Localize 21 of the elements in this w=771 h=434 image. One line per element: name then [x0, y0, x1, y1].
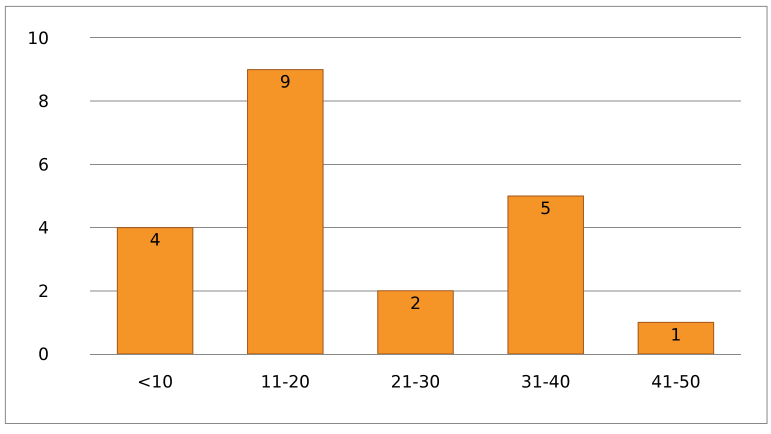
- bar: [638, 322, 714, 354]
- x-tick-label: 41-50: [651, 372, 701, 392]
- y-tick-label: 2: [38, 282, 49, 302]
- y-tick-label: 4: [38, 218, 49, 239]
- y-tick-label: 0: [38, 344, 49, 365]
- y-tick-label: 8: [38, 92, 49, 112]
- data-label: 4: [150, 230, 161, 251]
- data-label: 5: [540, 199, 552, 219]
- x-tick-label: 21-30: [390, 372, 440, 392]
- bar: [116, 227, 194, 354]
- data-label: 1: [670, 325, 682, 346]
- y-tick-label: 10: [27, 28, 49, 49]
- bar: [377, 290, 454, 354]
- x-tick-label: 11-20: [260, 372, 310, 392]
- bar: [507, 196, 584, 354]
- x-tick-label: 31-40: [520, 372, 570, 392]
- bar: [247, 69, 324, 354]
- x-tick-label: <10: [137, 372, 174, 392]
- y-tick-label: 6: [38, 155, 49, 176]
- data-label: 9: [280, 72, 291, 93]
- data-label: 2: [410, 294, 421, 314]
